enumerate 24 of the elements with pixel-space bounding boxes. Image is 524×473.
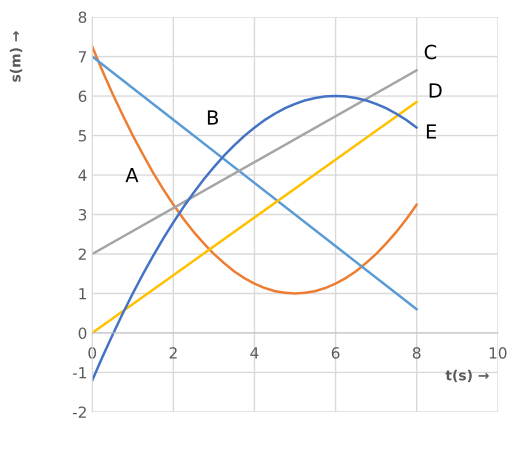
y-axis-title: s(m) → [10,31,22,82]
y-tick-label: 5 [78,130,86,142]
x-tick-label: 8 [412,347,420,359]
y-tick-label: 8 [78,11,86,24]
x-tick-label: 4 [250,347,258,358]
x-tick-label: 0 [88,347,96,359]
series-label: B [208,110,218,125]
y-tick-label: 3 [78,208,86,221]
x-tick-label: 2 [170,347,177,358]
y-tick-label: 1 [79,288,86,300]
y-tick-label: -2 [72,406,86,418]
y-tick-label: -1 [72,367,86,378]
y-tick-label: 0 [78,327,86,340]
y-tick-label: 2 [78,248,86,260]
y-tick-label: 7 [78,51,86,62]
x-tick-label: 10 [490,347,507,359]
y-tick-label: 4 [78,170,87,181]
series-label: E [426,124,436,139]
x-axis-title: t(s) → [446,370,489,382]
series-label: D [430,83,442,98]
series-label: A [125,168,138,182]
y-tick-label: 6 [78,90,86,102]
x-tick-label: 6 [332,347,340,359]
series-label: C [424,44,436,60]
